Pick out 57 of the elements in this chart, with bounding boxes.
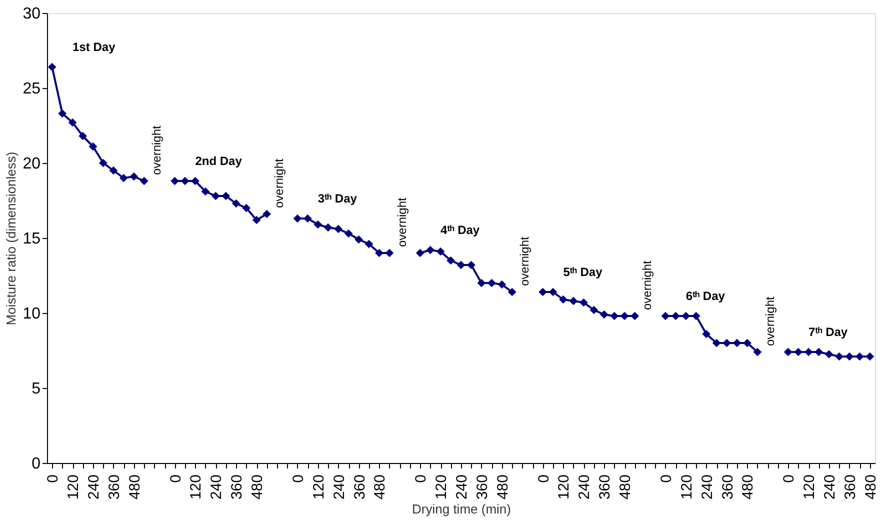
x-tick-label: 360 bbox=[842, 474, 859, 500]
x-tick-label: 480 bbox=[617, 474, 634, 500]
x-tick-label: 0 bbox=[658, 474, 675, 483]
annotation: 6ᵗʰ Day bbox=[686, 289, 726, 303]
x-tick-label: 120 bbox=[65, 474, 82, 500]
x-tick-label: 480 bbox=[494, 474, 512, 500]
annotation: 3ᵗʰ Day bbox=[318, 192, 358, 206]
x-tick-label: 240 bbox=[822, 474, 838, 500]
y-tick-label: 0 bbox=[32, 456, 41, 472]
x-tick-label: 480 bbox=[126, 474, 144, 500]
x-tick-label: 120 bbox=[556, 474, 573, 500]
x-tick-label: 480 bbox=[862, 474, 880, 500]
x-tick-label: 120 bbox=[433, 474, 450, 500]
x-tick-label: 360 bbox=[351, 474, 368, 500]
x-tick-label: 360 bbox=[719, 474, 736, 500]
annotation: 4ᵗʰ Day bbox=[440, 223, 480, 237]
x-tick-label: 0 bbox=[290, 474, 307, 483]
annotation: 1st Day bbox=[72, 40, 116, 54]
y-tick-label: 10 bbox=[22, 306, 41, 322]
x-tick-label: 0 bbox=[167, 474, 184, 483]
x-tick-label: 120 bbox=[188, 474, 205, 500]
x-tick-label: 240 bbox=[454, 474, 470, 500]
x-tick-label: 240 bbox=[86, 474, 102, 500]
x-tick-label: 120 bbox=[801, 474, 818, 500]
x-tick-label: 240 bbox=[698, 474, 716, 500]
x-tick-label: 360 bbox=[228, 474, 246, 500]
x-tick-label: 120 bbox=[678, 474, 696, 500]
x-tick-label: 120 bbox=[310, 474, 328, 500]
annotation: overnight bbox=[640, 260, 654, 310]
y-tick-label: 20 bbox=[22, 156, 41, 172]
annotation: overnight bbox=[394, 196, 409, 247]
x-tick-label: 360 bbox=[474, 474, 491, 500]
y-tick-label: 15 bbox=[22, 230, 41, 248]
annotation: overnight bbox=[272, 158, 286, 208]
annotation: 5ᵗʰ Day bbox=[563, 265, 603, 279]
annotation: overnight bbox=[762, 296, 777, 346]
annotation: overnight bbox=[518, 236, 532, 286]
x-tick-label: 480 bbox=[249, 474, 266, 500]
x-tick-label: 0 bbox=[412, 474, 430, 483]
x-tick-label: 480 bbox=[372, 474, 389, 500]
y-tick-label: 5 bbox=[32, 380, 41, 398]
x-axis-title: Drying time (min) bbox=[412, 502, 511, 517]
y-axis-title: Moisture ratio (dimensionless) bbox=[4, 152, 19, 326]
y-tick-label: 30 bbox=[22, 6, 41, 22]
x-tick-label: 240 bbox=[576, 474, 594, 500]
annotation: overnight bbox=[150, 124, 164, 175]
x-tick-label: 480 bbox=[740, 474, 757, 500]
annotation: 2nd Day bbox=[195, 154, 242, 168]
x-tick-label: 360 bbox=[596, 474, 614, 500]
x-tick-label: 240 bbox=[330, 474, 348, 500]
annotation: 7ᵗʰ Day bbox=[808, 325, 848, 339]
x-tick-label: 240 bbox=[208, 474, 226, 500]
y-tick-label: 25 bbox=[22, 80, 41, 98]
x-tick-label: 0 bbox=[44, 474, 62, 483]
x-tick-label: 0 bbox=[780, 474, 798, 483]
x-tick-label: 360 bbox=[106, 474, 123, 500]
x-tick-label: 0 bbox=[535, 474, 552, 483]
